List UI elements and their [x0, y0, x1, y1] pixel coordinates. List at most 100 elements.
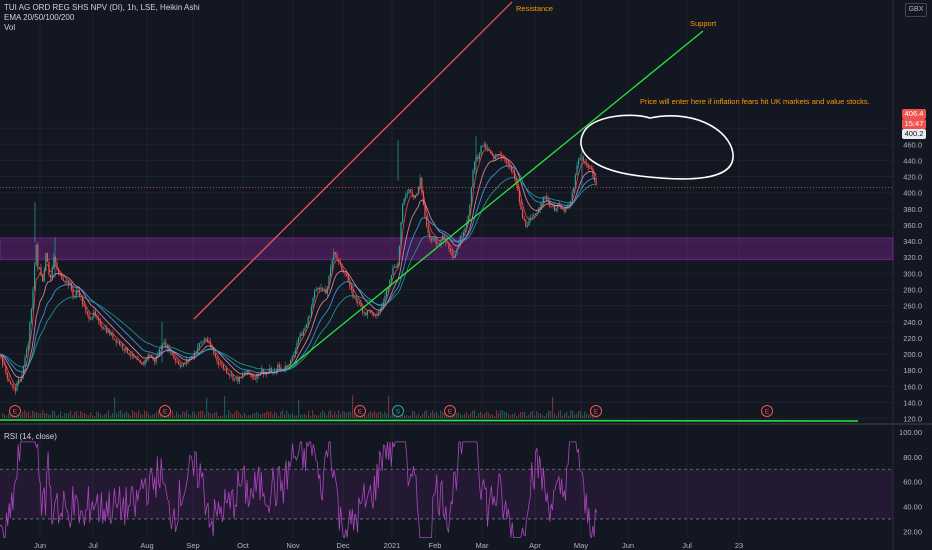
candle-body	[323, 289, 325, 291]
candle-body	[341, 263, 343, 271]
support-trendline	[288, 30, 704, 369]
candle-body	[171, 350, 173, 356]
event-marker-letter: E	[358, 409, 363, 416]
y-tick-label: 440.0	[903, 156, 922, 165]
candle-body	[456, 248, 458, 255]
volume-bar	[532, 410, 534, 418]
event-marker[interactable]: E	[590, 405, 602, 417]
volume-bar	[348, 411, 350, 418]
candle-body	[392, 267, 394, 275]
event-marker[interactable]: E	[159, 405, 171, 417]
volume-bar	[152, 414, 154, 418]
event-marker[interactable]: E	[354, 405, 366, 417]
candle-body	[557, 204, 559, 209]
volume-bar	[50, 414, 52, 418]
candle-body	[21, 375, 23, 380]
candle-body	[579, 157, 581, 160]
candle-body	[360, 302, 362, 308]
candle-body	[566, 206, 568, 208]
volume-bar	[232, 414, 234, 418]
candle-body	[186, 359, 188, 364]
volume-bar	[160, 414, 162, 418]
candle-body	[494, 156, 496, 159]
volume-bar	[478, 413, 480, 418]
candle-body	[155, 356, 157, 363]
event-marker[interactable]: E	[761, 405, 773, 417]
volume-bar	[44, 413, 46, 418]
event-marker-letter: E	[163, 409, 168, 416]
volume-bar	[110, 415, 112, 418]
volume-bar	[108, 410, 110, 418]
candle-body	[174, 358, 176, 361]
candle-body	[126, 347, 128, 353]
candle-body	[165, 342, 167, 349]
volume-bar	[466, 412, 468, 418]
volume-bar	[32, 410, 34, 418]
volume-bar	[116, 413, 118, 418]
volume-bar	[332, 414, 334, 418]
volume-bar	[522, 412, 524, 418]
candle-body	[64, 280, 66, 283]
candle-body	[74, 296, 76, 297]
volume-bar	[158, 410, 160, 418]
volume-bar	[298, 399, 300, 418]
currency-badge[interactable]: GBX	[905, 3, 927, 17]
candle-body	[53, 256, 55, 268]
volume-bar	[424, 410, 426, 418]
candle-body	[440, 240, 442, 245]
volume-bar	[368, 412, 370, 418]
volume-bar	[508, 413, 510, 418]
candle-body	[328, 276, 330, 288]
support-zone-box	[0, 237, 894, 261]
candle-body	[592, 169, 594, 177]
candle-body	[528, 220, 530, 226]
event-marker-letter: E	[13, 409, 18, 416]
candle-body	[262, 369, 264, 374]
volume-bar	[156, 411, 158, 418]
candle-body	[584, 160, 586, 163]
event-marker-circle	[354, 405, 366, 417]
event-marker[interactable]: S	[392, 405, 404, 417]
event-marker[interactable]: E	[9, 405, 21, 417]
candle-body	[146, 358, 148, 360]
y-tick-label: 280.0	[903, 286, 922, 295]
volume-bar	[190, 415, 192, 418]
volume-bar	[506, 411, 508, 418]
candle-body	[218, 361, 220, 365]
volume-bar	[2, 413, 4, 418]
volume-bar	[344, 411, 346, 418]
volume-bar	[460, 414, 462, 418]
y-tick-label: 420.0	[903, 173, 922, 182]
volume-bar	[60, 411, 62, 418]
candle-body	[118, 341, 120, 345]
volume-bar	[322, 410, 324, 418]
volume-bar	[438, 415, 440, 418]
candle-body	[94, 311, 96, 316]
candle-body	[230, 374, 232, 376]
event-marker[interactable]: E	[444, 405, 456, 417]
volume-bar	[20, 414, 22, 418]
x-tick-label: 23	[735, 541, 743, 550]
candle-body	[453, 255, 455, 258]
volume-bar	[172, 410, 174, 418]
candle-body	[424, 203, 426, 217]
candle-body	[478, 153, 480, 159]
volume-bar	[78, 415, 80, 418]
volume-bar	[218, 415, 220, 418]
volume-indicator-label[interactable]: Vol	[4, 23, 16, 32]
ema-price-tag: 400.2	[902, 129, 926, 139]
volume-bar	[252, 413, 254, 418]
rsi-indicator-label[interactable]: RSI (14, close)	[4, 432, 57, 441]
volume-bar	[268, 411, 270, 418]
volume-bar	[92, 415, 94, 418]
candle-body	[304, 327, 306, 331]
volume-bar	[536, 411, 538, 418]
candle-body	[106, 328, 108, 333]
volume-bar	[464, 413, 466, 418]
y-tick-label: 140.0	[903, 398, 922, 407]
y-tick-label: 340.0	[903, 237, 922, 246]
candle-body	[184, 363, 186, 365]
ema-indicator-label[interactable]: EMA 20/50/100/200	[4, 13, 75, 22]
candle-body	[18, 379, 20, 383]
